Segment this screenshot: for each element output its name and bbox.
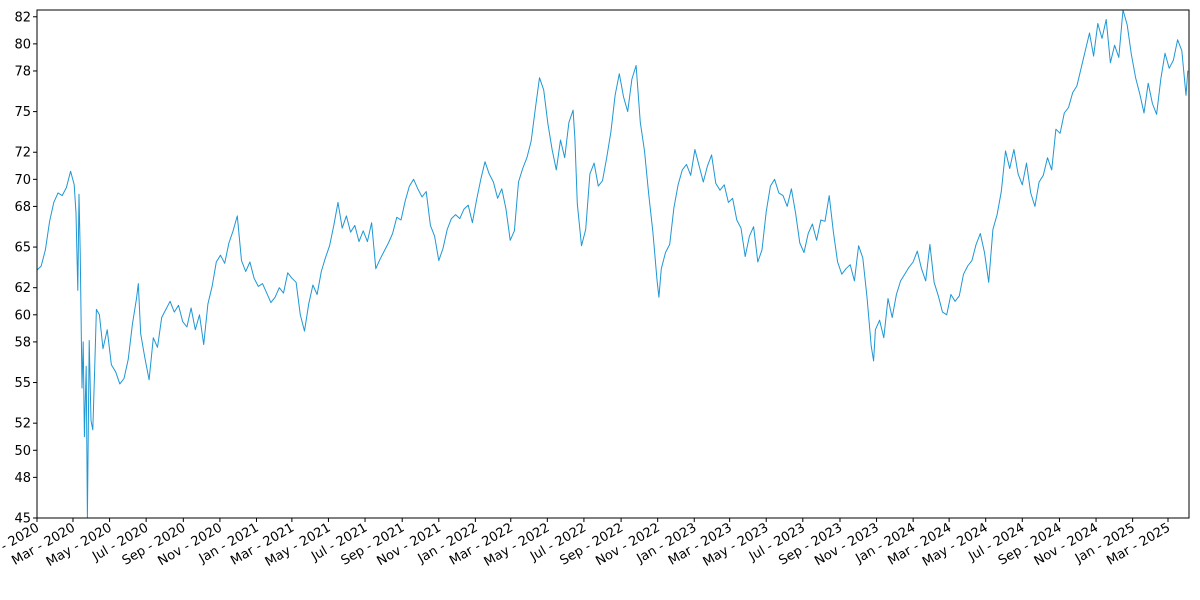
series-line bbox=[36, 9, 1189, 519]
y-tick-label: 70 bbox=[14, 173, 31, 188]
y-tick-label: 78 bbox=[14, 64, 31, 79]
y-axis-ticks: 45 48 50 52 55 58 60 62 65 68 70 72 75 78 80 82 bbox=[14, 10, 37, 527]
y-tick-label: 52 bbox=[14, 417, 31, 432]
series-layer bbox=[36, 9, 1189, 519]
plot-frame bbox=[36, 9, 1190, 519]
y-tick-label: 72 bbox=[14, 146, 31, 161]
y-tick-label: 48 bbox=[14, 471, 31, 486]
y-tick-label: 75 bbox=[14, 105, 31, 120]
y-tick-label: 82 bbox=[14, 10, 31, 25]
y-tick-label: 60 bbox=[14, 308, 31, 323]
y-tick-label: 80 bbox=[14, 37, 31, 52]
y-tick-label: 68 bbox=[14, 200, 31, 215]
y-tick-label: 62 bbox=[14, 281, 31, 296]
y-tick-label: 45 bbox=[14, 512, 31, 527]
y-tick-label: 65 bbox=[14, 241, 31, 256]
y-tick-label: 58 bbox=[14, 335, 31, 350]
y-tick-label: 55 bbox=[14, 376, 31, 391]
y-tick-label: 50 bbox=[14, 444, 31, 459]
